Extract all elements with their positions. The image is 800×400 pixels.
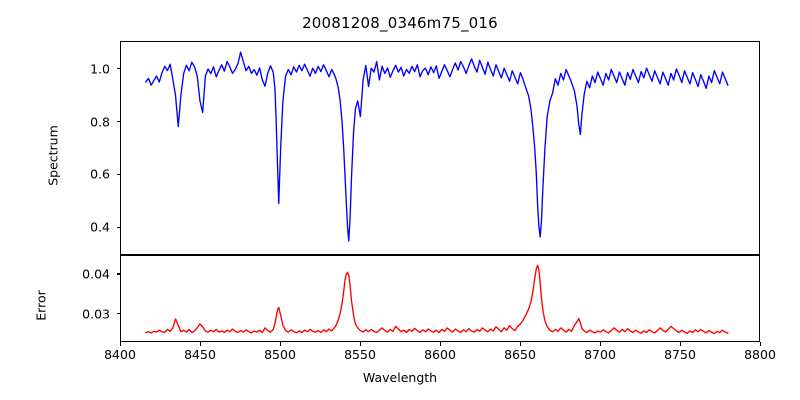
error-data-path [146, 265, 728, 333]
wavelength-tick-label: 8500 [264, 347, 296, 362]
wavelength-tick-label: 8400 [104, 347, 136, 362]
wavelength-tick-label: 8700 [584, 347, 616, 362]
wavelength-tick-mark [439, 342, 441, 346]
error-y-tick-label: 0.04 [82, 266, 110, 282]
error-series-line [121, 256, 759, 341]
spectrum-series-line [121, 42, 759, 254]
spectrum-axis-label: Spectrum [45, 125, 61, 186]
wavelength-tick-mark [279, 342, 281, 346]
spectrum-y-tick-mark [116, 121, 120, 123]
error-y-tick-mark [116, 273, 120, 275]
wavelength-tick-label: 8450 [184, 347, 216, 362]
wavelength-tick-mark [679, 342, 681, 346]
wavelength-tick-mark [359, 342, 361, 346]
spectrum-plot-area [120, 41, 760, 255]
spectrum-y-tick-mark [116, 173, 120, 175]
error-y-tick-label: 0.03 [82, 306, 110, 322]
spectrum-y-tick-label: 0.6 [90, 166, 110, 182]
error-y-tick-mark [116, 313, 120, 315]
wavelength-tick-mark [199, 342, 201, 346]
wavelength-tick-label: 8750 [664, 347, 696, 362]
wavelength-tick-label: 8650 [504, 347, 536, 362]
wavelength-tick-label: 8600 [424, 347, 456, 362]
wavelength-tick-mark [759, 342, 761, 346]
wavelength-tick-label: 8800 [744, 347, 776, 362]
spectrum-y-tick-mark [116, 68, 120, 70]
x-axis-label: Wavelength [362, 370, 438, 385]
error-plot-area [120, 255, 760, 342]
error-axis-label: Error [33, 290, 49, 321]
figure-title: 20081208_0346m75_016 [302, 14, 498, 32]
spectrum-data-path [146, 52, 728, 241]
spectrum-y-tick-label: 1.0 [90, 61, 110, 77]
wavelength-tick-mark [599, 342, 601, 346]
spectrum-y-tick-label: 0.4 [90, 219, 110, 235]
wavelength-tick-label: 8550 [344, 347, 376, 362]
spectrum-y-tick-mark [116, 226, 120, 228]
wavelength-tick-mark [119, 342, 121, 346]
wavelength-tick-mark [519, 342, 521, 346]
spectrum-y-tick-label: 0.8 [90, 114, 110, 130]
